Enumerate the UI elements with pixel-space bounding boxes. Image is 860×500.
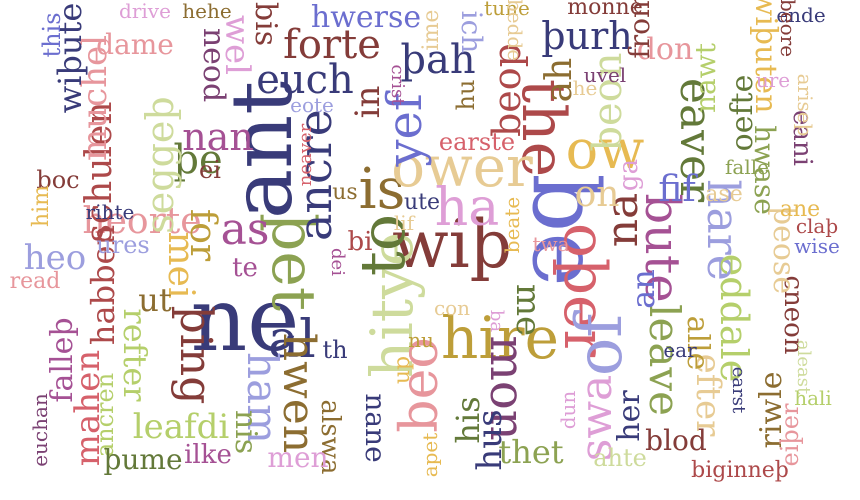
word-þing: þing — [170, 305, 221, 405]
word-ase: ase — [705, 182, 743, 207]
word-boc: boc — [36, 166, 80, 194]
word-earste: earste — [438, 128, 516, 156]
word-don: don — [636, 32, 694, 67]
word-in: in — [348, 85, 388, 119]
word-ga: ga — [614, 158, 644, 192]
word-tune: tune — [484, 0, 530, 20]
word-dun: dun — [556, 390, 580, 430]
word-neod: neod — [196, 27, 231, 103]
word-up: up — [390, 355, 415, 385]
word-leafdi: leafdi — [132, 407, 230, 447]
word-ure: ure — [755, 68, 791, 92]
word-te: te — [232, 253, 258, 283]
word-an: an — [624, 269, 662, 309]
word-ariseþ: ariseþ — [793, 73, 817, 137]
word-ne: ne — [190, 268, 300, 371]
word-þah: þah — [400, 37, 476, 83]
word-hu: hu — [452, 79, 480, 111]
word-nawt: nawt — [689, 43, 722, 113]
word-ower: ower — [391, 135, 533, 200]
word-crist: crist — [387, 64, 408, 106]
word-th: th — [322, 336, 348, 364]
word-biginneþ: biginneþ — [691, 458, 789, 483]
word-refter: refter — [116, 308, 154, 402]
word-of: of — [563, 313, 637, 377]
word-con: con — [433, 296, 471, 320]
word-monne: monne — [567, 0, 643, 20]
word-claþ: claþ — [795, 214, 839, 238]
word-this: this — [38, 12, 66, 58]
word-forte: forte — [283, 22, 381, 68]
word-men: men — [267, 441, 329, 474]
word-drive: drive — [119, 0, 171, 23]
word-rihte: rihte — [85, 200, 135, 224]
word-bedde: bedde — [503, 0, 527, 62]
word-euchan: euchan — [28, 393, 52, 467]
word-ei: ei — [199, 156, 221, 184]
word-ut: ut — [138, 281, 172, 319]
word-hehe: hehe — [182, 0, 232, 23]
word-wiþ: wiþ — [392, 206, 512, 283]
word-read: read — [9, 269, 61, 294]
word-ba: ba — [486, 309, 507, 333]
word-hwerse: hwerse — [310, 0, 422, 35]
word-falleþ: falleþ — [45, 317, 80, 403]
word-hus: hus — [470, 409, 510, 471]
word-lif: lif — [393, 211, 415, 235]
word-heorte: heorte — [82, 201, 202, 242]
word-ich: ich — [455, 10, 488, 54]
word-neaver: neaver — [295, 123, 316, 187]
word-ha: ha — [434, 178, 500, 238]
word-is: is — [358, 157, 406, 222]
word-heo: heo — [23, 238, 87, 278]
word-dei: dei — [327, 248, 348, 276]
word-ute: ute — [403, 190, 441, 215]
word-seggeþ: seggeþ — [138, 96, 182, 234]
word-ow: ow — [565, 118, 645, 181]
word-ahte: ahte — [593, 444, 647, 472]
word-hire: hire — [441, 304, 559, 372]
word-as: as — [220, 204, 270, 255]
word-on: on — [574, 174, 620, 215]
word-dame: dame — [96, 28, 174, 61]
word-hali: hali — [794, 386, 832, 410]
word-apet: apet — [418, 432, 442, 478]
word-him: him — [29, 184, 54, 228]
word-beate: beate — [500, 196, 524, 254]
word-þe: þe — [173, 137, 223, 183]
word-her: her — [612, 390, 647, 442]
word-blod: blod — [645, 424, 707, 457]
word-eote: eote — [290, 93, 334, 117]
word-ilke: ilke — [184, 440, 232, 470]
word-fif: fif — [658, 169, 696, 210]
word-euch: euch — [256, 57, 354, 103]
word-he: he — [572, 76, 598, 100]
word-nane: nane — [359, 393, 392, 463]
word-ear: ear — [663, 338, 697, 362]
word-ane: ane — [779, 197, 821, 222]
word-twa: twa — [532, 232, 570, 256]
word-þume: þume — [103, 443, 183, 476]
word-uvel: uvel — [583, 63, 627, 87]
word-ende: ende — [776, 3, 826, 27]
word-me: me — [508, 283, 548, 337]
word-earst: earst — [728, 366, 749, 414]
word-þurh: þurh — [541, 14, 633, 58]
word-nan: nan — [182, 115, 254, 159]
word-al: al — [268, 310, 316, 370]
word-nis: nis — [228, 409, 263, 455]
word-bi: bi — [347, 227, 373, 257]
word-ime: ime — [419, 9, 444, 51]
word-us: us — [332, 180, 358, 205]
word-falle: falle — [725, 155, 769, 179]
word-wise: wise — [794, 234, 840, 258]
word-nu: nu — [408, 328, 434, 352]
word-beore: beore — [776, 0, 800, 58]
word-thet: thet — [498, 433, 564, 471]
word-ures: ures — [96, 231, 150, 259]
